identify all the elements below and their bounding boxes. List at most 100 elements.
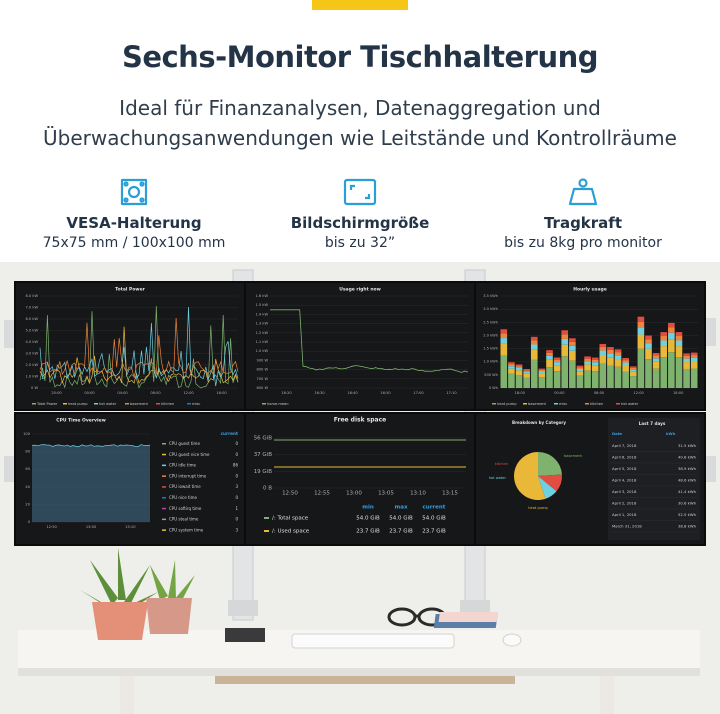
x-tick-label: 16:20 [281,391,292,395]
legend-swatch [554,403,558,405]
decorative-bar [652,355,660,359]
y-tick-label: 56 GiB [254,436,273,442]
decorative-bar [546,367,553,388]
table-header: current [221,431,238,436]
decorative-bar [607,347,614,350]
row-value: 1 [235,506,238,511]
decorative-bar [561,356,569,388]
decorative-area [32,444,150,522]
x-tick-label: 13:00 [346,491,362,497]
row-value: 86 [233,463,239,468]
decorative-line [270,309,469,373]
row-value: 38.9 kWh [678,466,697,471]
row-value: 40.8 kWh [678,455,697,460]
decorative-bar [660,357,668,388]
decorative-bar [553,371,561,388]
legend-label: misc [559,402,567,406]
monitor: Breakdown by Category basement kitchen hot … [474,412,706,546]
decorative-bar [546,355,553,360]
y-tick-label: 3.0 kWh [483,307,498,311]
x-tick-label: 00:00 [554,391,565,395]
row-value: 54.0 GiB [422,516,446,522]
decorative-bar [591,362,599,366]
decorative-bar [500,355,508,388]
x-tick-label: 16:00 [216,391,227,395]
y-tick-label: 8.0 kW [26,294,39,298]
y-tick-label: 600 W [256,386,268,390]
legend-swatch [63,403,67,405]
legend-label: heat pump [68,402,88,406]
y-tick-label: 80 [25,450,30,454]
column-header: max [395,505,408,511]
clamp [228,600,258,616]
decorative-bar [660,340,668,347]
x-tick-label: 12:00 [633,391,644,395]
feature-title: Bildschirmgröße [290,214,430,232]
decorative-bar [508,368,515,374]
pie-label: basement [564,454,583,458]
vesa-icon [120,178,148,206]
row-label: April 6, 2018 [612,455,637,460]
decorative-bar [660,332,668,337]
feature-title: VESA-Halterung [66,214,202,232]
table-header: Last 7 days [639,421,666,426]
decorative-bar [569,338,576,342]
decorative-bar [530,344,538,350]
y-tick-label: 1.1 kW [256,340,269,344]
decorative-bar [690,368,698,388]
decorative-bar [553,362,561,366]
y-tick-label: 4.0 kW [26,340,39,344]
y-tick-label: 6.0 kW [26,317,39,321]
decorative-bar [652,358,660,362]
desk-frame [215,676,515,684]
decorative-bar [599,350,607,355]
x-tick-label: 12:50 [282,491,298,497]
legend-swatch [162,529,166,531]
decorative-bar [683,368,690,388]
decorative-bar [622,362,629,366]
plant [80,548,158,640]
decorative-bar [599,347,607,351]
row-label: CPU guest nice time [169,452,210,457]
row-value: 31.5 kWh [678,443,697,448]
row-label: CPU iowait time [169,484,201,489]
legend-swatch [585,403,589,405]
decorative-bar [508,373,515,388]
row-value: 23.7 GiB [356,529,380,535]
decorative-bar [683,358,690,363]
arm [704,456,716,482]
decorative-bar [675,336,683,341]
row-label: CPU idle time [169,463,196,468]
y-tick-label: 7.0 kW [26,306,39,310]
panel-title: Free disk space [334,417,386,424]
legend-swatch [262,403,266,405]
decorative-bar [690,357,698,362]
x-tick-label: 13:10 [125,525,136,529]
y-tick-label: 2.0 kW [26,363,39,367]
y-tick-label: 800 W [256,368,268,372]
legend-label: hot water [621,402,639,406]
row-value: 54.0 GiB [389,516,413,522]
y-tick-label: 40 [25,485,30,489]
decorative-bar [576,365,584,368]
decorative-bar [515,364,523,367]
row-value: 41.4 kWh [678,489,697,494]
legend-swatch [156,403,160,405]
decorative-bar [607,357,614,366]
decorative-bar [584,356,591,359]
column-header: Date [612,431,623,436]
product-photo: Total Power 8.0 kW 7.0 kW 6.0 kW 5.0 kW 4.0 k… [0,262,720,714]
x-tick-label: 18:00 [673,391,684,395]
pie-label: kitchen [495,462,508,466]
y-tick-label: 1.5 kW [256,303,269,307]
x-tick-label: 12:50 [46,525,57,529]
row-label: /: Total space [272,516,309,522]
decorative-bar [530,336,538,341]
legend-swatch [94,403,98,405]
decorative-bar [629,366,637,368]
y-tick-label: 3.0 kW [26,352,39,356]
desk-edge [18,668,700,676]
y-tick-label: 1.4 kW [256,312,269,316]
decorative-bar [614,349,622,353]
panel-title: Usage right now [339,287,381,293]
